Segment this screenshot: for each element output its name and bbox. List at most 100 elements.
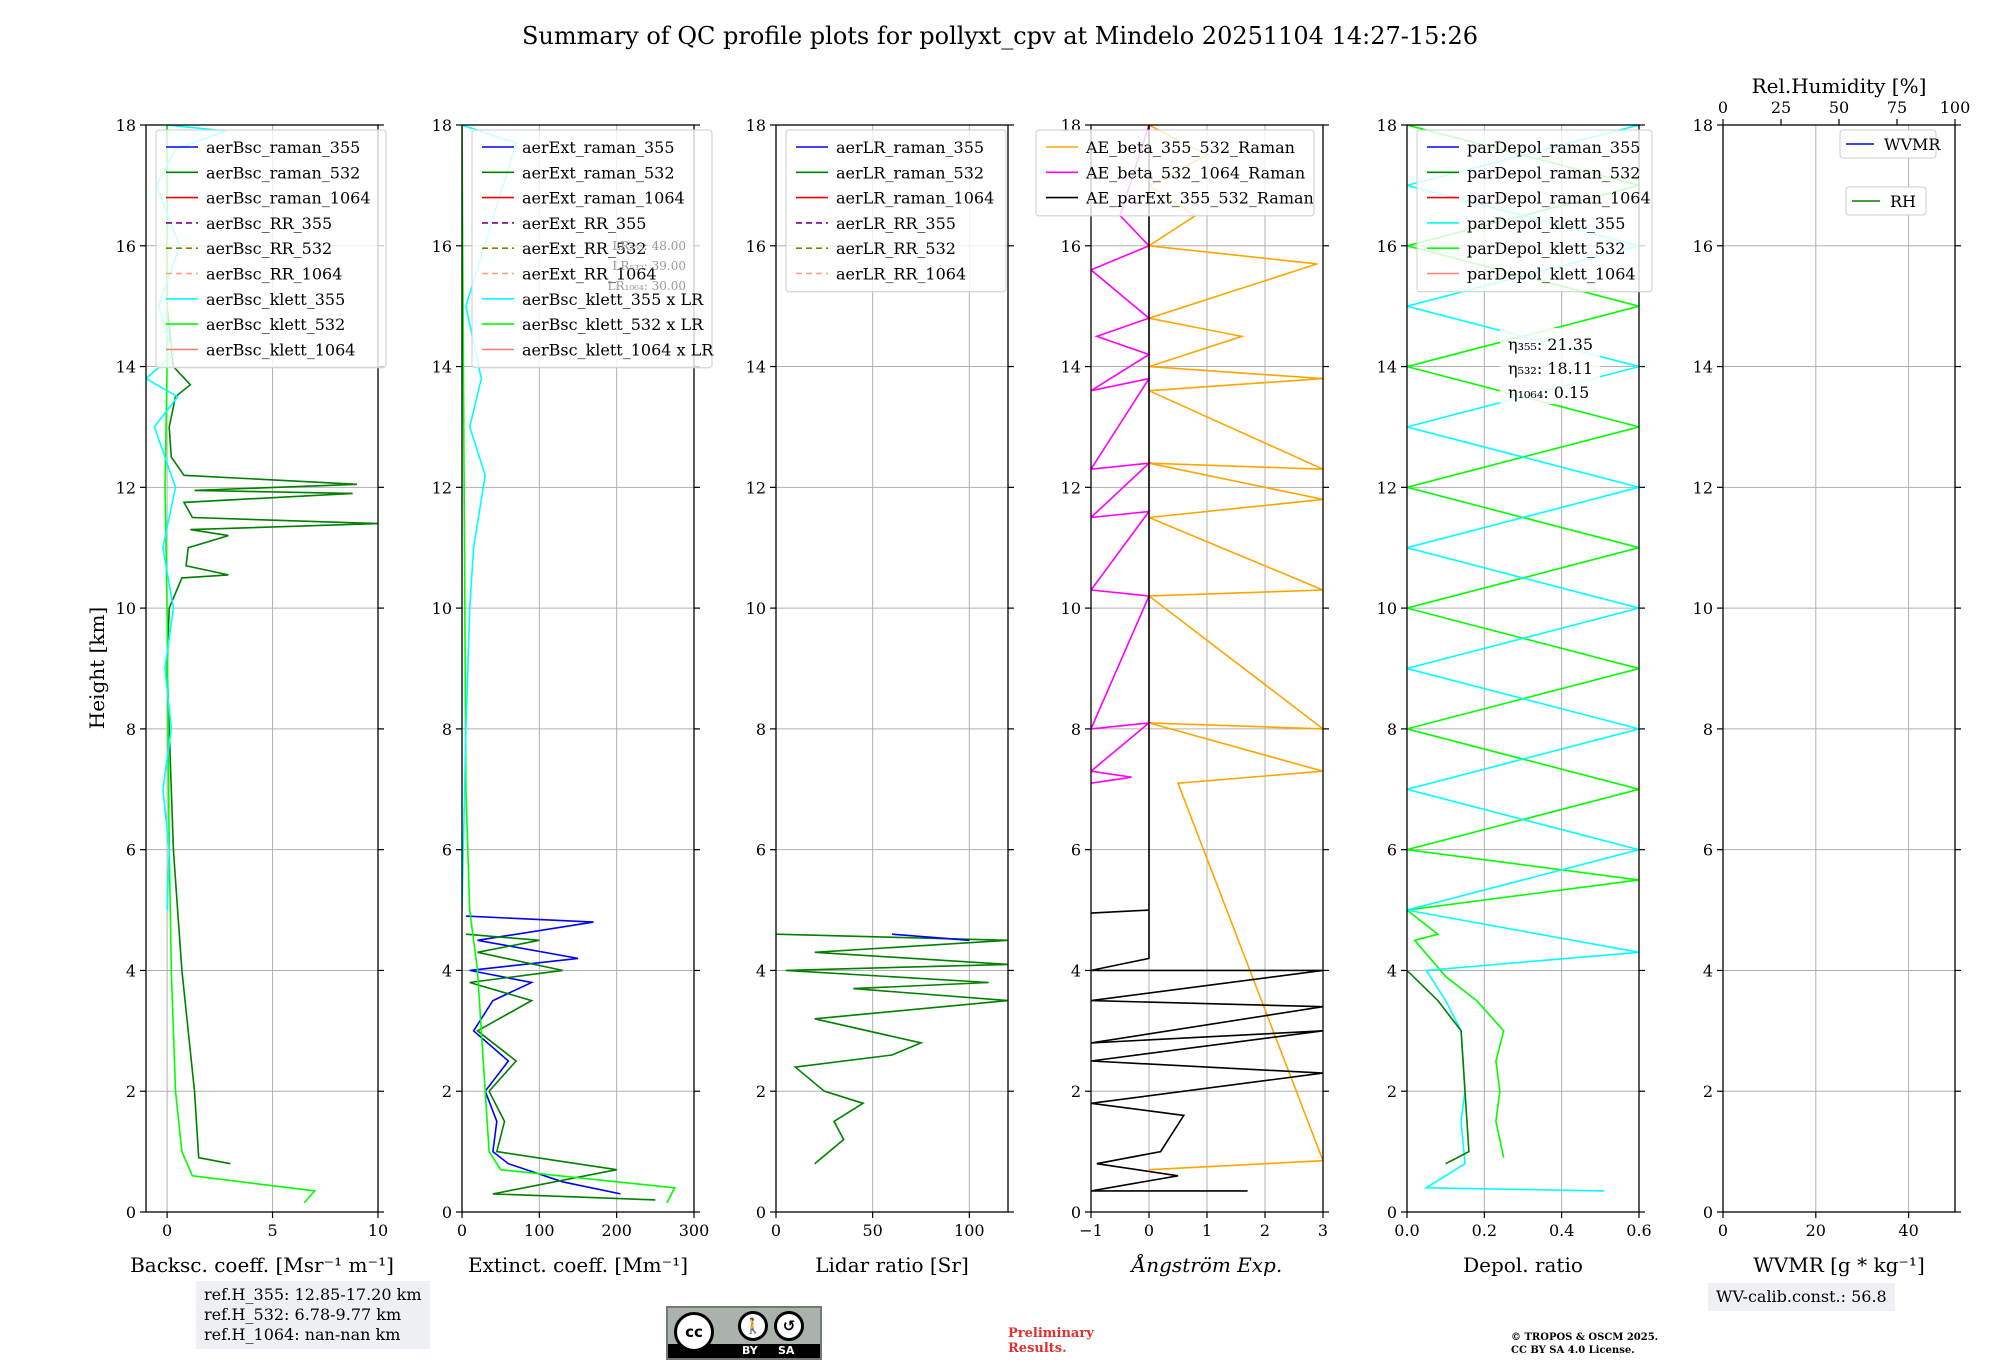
x-tick-label: 0.4 [1549, 1221, 1574, 1240]
attribution-icon: 🚶 [738, 1311, 768, 1341]
legend-label: AE_parExt_355_532_Raman [1085, 189, 1314, 208]
series-line-ae-beta-532-1064-raman [1091, 125, 1152, 784]
legend-label: aerExt_RR_1064 [522, 265, 657, 284]
ref-height-1064: ref.H_1064: nan-nan km [204, 1325, 401, 1344]
legend-box [1845, 186, 1927, 216]
y-tick-label: 14 [1377, 358, 1397, 377]
x-tick-label: 5 [267, 1221, 277, 1240]
legend-label: aerBsc_klett_1064 [206, 340, 355, 359]
legend-label: AE_beta_532_1064_Raman [1085, 163, 1305, 182]
share-alike-icon: ↺ [774, 1311, 804, 1341]
y-tick-label: 0 [442, 1203, 452, 1222]
x-tick-label: 0.2 [1472, 1221, 1497, 1240]
series-line-aerbsc-klett-532 [164, 125, 317, 1204]
axes-frame [461, 124, 695, 1213]
legend-label: aerExt_RR_532 [522, 239, 646, 258]
legend-label: aerExt_raman_532 [522, 163, 675, 182]
top-tick-label: 25 [1771, 98, 1791, 117]
x-tick-label: 40 [1898, 1221, 1918, 1240]
series-line-aerlr-raman-532 [776, 933, 1008, 1165]
y-tick-label: 16 [746, 237, 766, 256]
y-tick-label: 8 [1071, 720, 1081, 739]
y-tick-label: 6 [1703, 841, 1713, 860]
legend-label: aerBsc_klett_532 x LR [522, 315, 704, 334]
y-tick-label: 6 [756, 841, 766, 860]
y-tick-label: 4 [1703, 961, 1713, 980]
x-tick-label: 50 [862, 1221, 882, 1240]
preliminary-line-1: Preliminary [1008, 1326, 1094, 1341]
x-tick-label: 200 [601, 1221, 632, 1240]
preliminary-note: Preliminary Results. [1008, 1326, 1094, 1356]
axes-frame [775, 124, 1009, 1213]
y-tick-label: 2 [1071, 1082, 1081, 1101]
series-line-aerext-raman-532 [465, 933, 656, 1201]
y-tick-label: 12 [432, 478, 452, 497]
x-axis-label: Backsc. coeff. [Msr⁻¹ m⁻¹] [130, 1253, 394, 1277]
legend-box [471, 129, 713, 369]
top-axis-label: Rel.Humidity [%] [1752, 74, 1927, 98]
y-axis-label: Height [km] [85, 607, 109, 729]
series-line-aerlr-raman-355 [891, 933, 970, 942]
eta-value: η₁₀₆₄: 0.15 [1508, 383, 1589, 402]
legend-label: parDepol_klett_355 [1467, 214, 1625, 233]
y-tick-label: 10 [116, 599, 136, 618]
y-tick-label: 14 [746, 358, 766, 377]
legend-label: aerLR_RR_1064 [836, 265, 966, 284]
eta-value: η₅₃₂: 18.11 [1508, 359, 1593, 378]
legend-label: aerBsc_klett_1064 x LR [522, 340, 714, 359]
y-tick-label: 16 [116, 237, 136, 256]
x-tick-label: 100 [954, 1221, 985, 1240]
legend-label: aerBsc_raman_355 [206, 138, 360, 157]
reference-heights-box: ref.H_355: 12.85-17.20 km ref.H_532: 6.7… [196, 1281, 430, 1349]
y-tick-label: 2 [1387, 1082, 1397, 1101]
y-tick-label: 16 [432, 237, 452, 256]
legend-label: aerLR_RR_532 [836, 239, 956, 258]
y-tick-label: 10 [1061, 599, 1081, 618]
x-tick-label: 3 [1318, 1221, 1328, 1240]
legend-label: aerBsc_klett_355 [206, 290, 345, 309]
x-tick-label: 0 [1144, 1221, 1154, 1240]
legend-label: parDepol_raman_532 [1467, 163, 1640, 182]
legend-box [1035, 129, 1315, 217]
ref-height-355: ref.H_355: 12.85-17.20 km [204, 1285, 422, 1304]
y-tick-label: 14 [116, 358, 136, 377]
figure-title: Summary of QC profile plots for pollyxt_… [521, 22, 1479, 50]
y-tick-label: 0 [1071, 1203, 1081, 1222]
legend-box [155, 129, 387, 369]
series-line-ae-beta-355-532-raman [1145, 125, 1323, 1171]
series-line-ae-parext-355-532-raman [1091, 125, 1323, 1192]
y-tick-label: 14 [1061, 358, 1081, 377]
legend-label: aerExt_raman_355 [522, 138, 675, 157]
y-tick-label: 10 [746, 599, 766, 618]
x-axis-label: Lidar ratio [Sr] [815, 1253, 969, 1277]
y-tick-label: 6 [442, 841, 452, 860]
legend-label: WVMR [1884, 135, 1941, 154]
lidar-ratio-note: LR₅₃₂: 39.00 [612, 259, 686, 273]
wv-calib-box: WV-calib.const.: 56.8 [1708, 1283, 1895, 1311]
y-tick-label: 16 [1693, 237, 1713, 256]
legend-label: aerLR_raman_1064 [836, 189, 994, 208]
cc-logo-icon: cc [674, 1312, 714, 1352]
y-tick-label: 8 [1703, 720, 1713, 739]
y-tick-label: 4 [442, 961, 452, 980]
x-axis-label: Depol. ratio [1463, 1253, 1583, 1277]
legend-label: aerBsc_RR_355 [206, 214, 332, 233]
legend-box [1416, 129, 1653, 293]
x-axis-label: Extinct. coeff. [Mm⁻¹] [468, 1253, 688, 1277]
copyright-line-2: CC BY SA 4.0 License. [1511, 1345, 1635, 1356]
y-tick-label: 2 [126, 1082, 136, 1101]
top-tick-label: 0 [1718, 98, 1728, 117]
eta-value: η₃₅₅: 21.35 [1508, 335, 1593, 354]
legend-label: parDepol_raman_355 [1467, 138, 1640, 157]
y-tick-label: 18 [1377, 116, 1397, 135]
legend-label: AE_beta_355_532_Raman [1085, 138, 1295, 157]
x-tick-label: 300 [679, 1221, 710, 1240]
y-tick-label: 12 [1377, 478, 1397, 497]
y-tick-label: 18 [116, 116, 136, 135]
y-tick-label: 8 [442, 720, 452, 739]
y-tick-label: 18 [432, 116, 452, 135]
series-line-pardepol-raman-532 [1407, 969, 1470, 1165]
y-tick-label: 10 [1377, 599, 1397, 618]
legend-label: aerBsc_RR_1064 [206, 265, 342, 284]
